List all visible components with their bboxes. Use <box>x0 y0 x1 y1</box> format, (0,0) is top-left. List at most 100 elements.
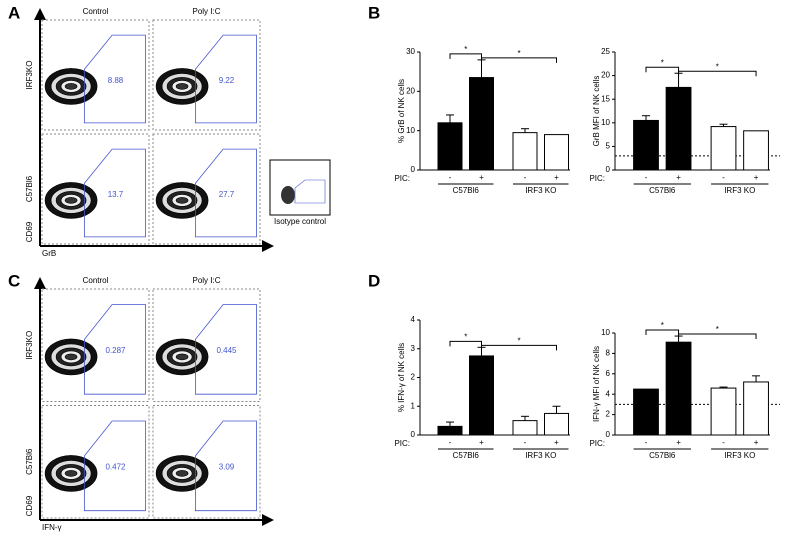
panel-letter: B <box>368 3 380 22</box>
significance-label: * <box>661 321 664 330</box>
bar <box>544 134 569 171</box>
x-tick-label: - <box>722 438 725 447</box>
significance-bracket <box>678 70 757 77</box>
significance-bracket <box>645 329 680 336</box>
significance-bracket <box>678 333 757 340</box>
group-label: IRF3 KO <box>525 451 556 460</box>
gate-value: 0.472 <box>105 463 126 472</box>
gate-value: 27.7 <box>219 190 235 199</box>
y-tick-label: 0 <box>411 165 416 174</box>
y-axis-label: % IFN-γ of NK cells <box>397 343 406 412</box>
group-label: C57Bl6 <box>453 451 480 460</box>
plot-frame <box>152 288 261 402</box>
y-axis-label: CD69 <box>25 221 34 242</box>
y-axis-label: CD69 <box>25 495 34 516</box>
contour <box>281 186 295 204</box>
gate <box>294 179 326 204</box>
y-tick-label: 10 <box>601 118 610 127</box>
y-axis-label: IFN-γ MFI of NK cells <box>592 346 601 422</box>
panel-letter: C <box>8 271 20 290</box>
contour <box>175 353 189 361</box>
gate <box>195 148 257 238</box>
x-tick-label: + <box>554 438 559 447</box>
gate <box>195 304 257 395</box>
bar <box>437 425 463 436</box>
x-tick-label: + <box>676 438 681 447</box>
column-header: Control <box>83 276 109 285</box>
y-tick-label: 2 <box>411 373 416 382</box>
gate <box>84 148 146 238</box>
bar <box>743 381 769 436</box>
row-label: IRF3KO <box>25 331 34 360</box>
contour <box>64 197 78 204</box>
significance-bracket <box>449 53 482 59</box>
significance-bracket <box>481 344 557 351</box>
y-tick-label: 1 <box>411 401 416 410</box>
plot-frame <box>41 19 150 131</box>
y-tick-label: 5 <box>606 142 611 151</box>
x-tick-label: - <box>645 173 648 182</box>
y-tick-label: 3 <box>411 344 416 353</box>
panel-letter: D <box>368 271 380 290</box>
group-label: IRF3 KO <box>724 451 755 460</box>
x-prefix: PIC: <box>394 439 410 448</box>
x-prefix: PIC: <box>589 174 605 183</box>
contour <box>175 197 189 204</box>
contour <box>175 470 189 477</box>
x-tick-label: - <box>524 173 527 182</box>
y-axis-label: % GrB of NK cells <box>397 79 406 143</box>
x-axis-label: GrB <box>42 249 56 258</box>
bar <box>710 126 737 171</box>
gate-value: 13.7 <box>108 190 124 199</box>
significance-bracket <box>481 57 557 63</box>
y-tick-label: 0 <box>606 165 611 174</box>
gate-value: 3.09 <box>219 463 235 472</box>
significance-bracket <box>449 340 482 347</box>
bar <box>512 420 538 436</box>
contour <box>64 470 78 477</box>
y-tick-label: 6 <box>606 369 611 378</box>
bar <box>633 119 659 171</box>
row-label: C57Bl6 <box>25 175 34 202</box>
isotype-box <box>269 159 331 216</box>
gate <box>84 304 146 395</box>
significance-label: * <box>464 45 467 54</box>
bar <box>665 341 692 436</box>
significance-label: * <box>661 58 664 67</box>
x-tick-label: + <box>754 438 759 447</box>
bar <box>469 77 494 171</box>
gate-value: 8.88 <box>108 76 124 85</box>
contour <box>64 353 78 361</box>
x-tick-label: - <box>449 173 452 182</box>
bar <box>544 412 569 436</box>
significance-label: * <box>464 332 467 341</box>
significance-label: * <box>517 336 520 345</box>
gate <box>84 420 146 512</box>
y-tick-label: 2 <box>606 410 611 419</box>
isotype-label: Isotype control <box>274 217 326 226</box>
column-header: Poly I:C <box>192 276 220 285</box>
x-tick-label: + <box>754 173 759 182</box>
significance-label: * <box>716 62 719 71</box>
y-tick-label: 4 <box>606 389 611 398</box>
significance-label: * <box>517 49 520 58</box>
x-tick-label: - <box>722 173 725 182</box>
x-tick-label: + <box>676 173 681 182</box>
gate <box>195 34 257 124</box>
group-label: C57Bl6 <box>453 186 480 195</box>
y-tick-label: 0 <box>411 430 416 439</box>
column-header: Poly I:C <box>192 7 220 16</box>
plot-frame <box>152 405 261 519</box>
x-tick-label: - <box>524 438 527 447</box>
bar <box>710 387 737 436</box>
x-prefix: PIC: <box>394 174 410 183</box>
gate-value: 0.287 <box>105 346 126 355</box>
plot-frame <box>41 405 150 519</box>
bar <box>469 355 494 436</box>
x-axis-label: IFN-γ <box>42 523 62 532</box>
y-tick-label: 8 <box>606 349 611 358</box>
y-tick-label: 20 <box>601 71 610 80</box>
y-tick-label: 4 <box>411 315 416 324</box>
y-axis-label: GrB MFI of NK cells <box>592 76 601 147</box>
